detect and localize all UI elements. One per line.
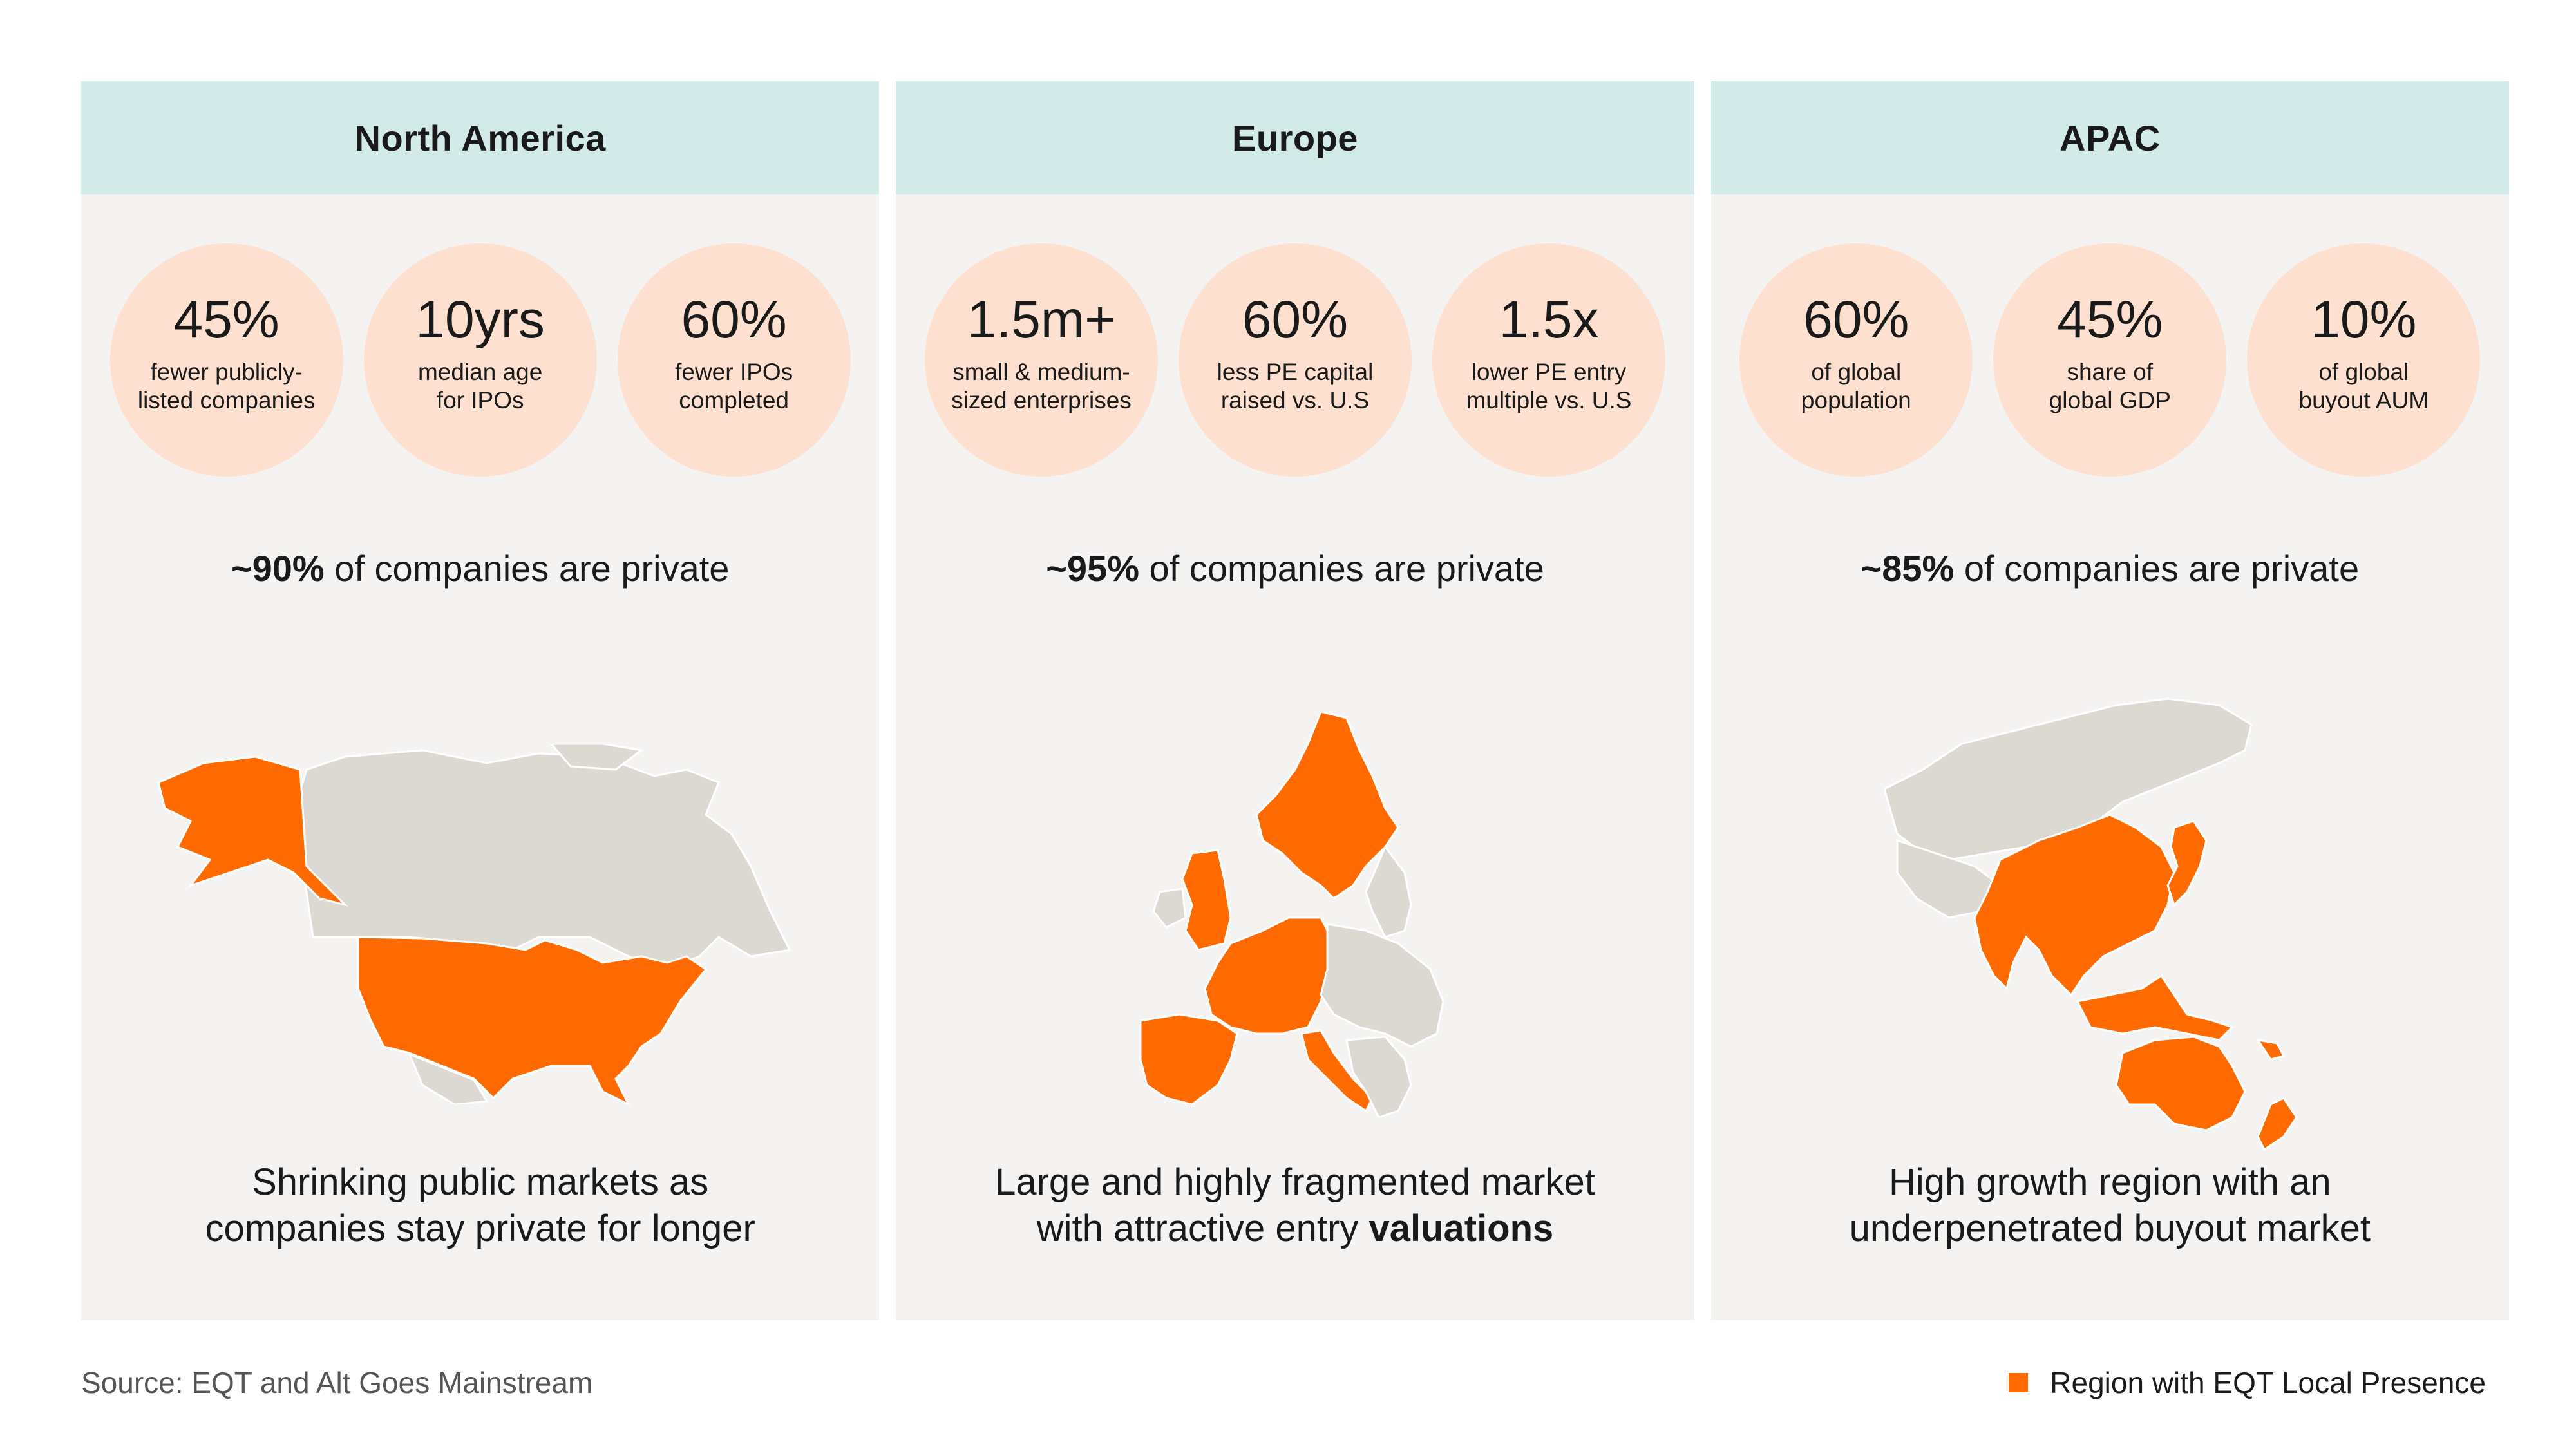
private-share-text: of companies are private xyxy=(1139,548,1544,589)
private-share-headline: ~95% of companies are private xyxy=(896,547,1694,589)
stat-label: lower PE entry multiple vs. U.S xyxy=(1466,358,1632,413)
tagline-line-2: underpenetrated buyout market xyxy=(1849,1207,2371,1249)
map-region-uk xyxy=(1181,849,1232,951)
stat-value: 1.5m+ xyxy=(967,290,1116,349)
map-region-western-europe xyxy=(1204,916,1335,1035)
stat-circle: 45% fewer publicly- listed companies xyxy=(109,243,343,477)
panel-north-america: North America 45% fewer publicly- listed… xyxy=(81,81,880,1320)
stat-circles: 1.5m+ small & medium- sized enterprises … xyxy=(896,243,1694,477)
map-container xyxy=(81,667,879,1182)
stat-label: fewer publicly- listed companies xyxy=(137,358,316,413)
apac-map xyxy=(1884,697,2298,1151)
stat-circle: 60% of global population xyxy=(1739,243,1973,477)
stat-circle: 1.5x lower PE entry multiple vs. U.S xyxy=(1432,243,1665,477)
panel-header: Europe xyxy=(896,81,1694,194)
map-region-alaska xyxy=(156,755,348,907)
map-region-russia-central-asia xyxy=(1884,697,2253,861)
stat-value: 60% xyxy=(1242,290,1349,349)
map-region-arctic-islands xyxy=(549,744,644,771)
stat-circles: 60% of global population 45% share of gl… xyxy=(1711,243,2509,477)
panel-tagline: High growth region with an underpenetrat… xyxy=(1711,1159,2509,1252)
stat-value: 10% xyxy=(2311,290,2417,349)
panel-europe: Europe 1.5m+ small & medium- sized enter… xyxy=(896,81,1694,1320)
map-region-maritime-southeast-asia xyxy=(2076,974,2235,1041)
stat-label: fewer IPOs completed xyxy=(675,358,793,413)
panel-tagline: Large and highly fragmented market with … xyxy=(896,1159,1694,1252)
region-panels: North America 45% fewer publicly- listed… xyxy=(81,81,2509,1320)
map-region-baltics-east xyxy=(1365,845,1412,938)
map-region-iberia xyxy=(1139,1013,1238,1106)
map-container xyxy=(896,667,1694,1182)
map-region-italy xyxy=(1300,1029,1374,1113)
stat-value: 60% xyxy=(1803,290,1909,349)
map-region-china-india xyxy=(1973,813,2175,997)
stat-label: of global buyout AUM xyxy=(2298,358,2429,413)
stat-label: share of global GDP xyxy=(2049,358,2171,413)
legend-swatch xyxy=(2009,1373,2029,1392)
legend-label: Region with EQT Local Presence xyxy=(2050,1366,2486,1399)
panel-tagline: Shrinking public markets as companies st… xyxy=(81,1159,879,1252)
stat-value: 60% xyxy=(681,290,787,349)
stat-value: 45% xyxy=(2057,290,2163,349)
map-region-usa xyxy=(357,936,707,1104)
stat-value: 10yrs xyxy=(415,290,545,349)
tagline-line-1: Shrinking public markets as xyxy=(252,1161,709,1203)
panel-title: Europe xyxy=(1232,117,1358,158)
stat-circle: 60% fewer IPOs completed xyxy=(617,243,851,477)
tagline-line-2: companies stay private for longer xyxy=(205,1207,755,1249)
tagline-line-1: Large and highly fragmented market xyxy=(995,1161,1595,1203)
tagline-line-1: High growth region with an xyxy=(1888,1161,2331,1203)
stat-circle: 10yrs median age for IPOs xyxy=(363,243,597,477)
map-region-eastern-europe xyxy=(1320,923,1444,1048)
panel-apac: APAC 60% of global population 45% share … xyxy=(1710,81,2509,1320)
stat-label: median age for IPOs xyxy=(417,358,543,413)
map-region-new-zealand xyxy=(2257,1097,2298,1151)
private-share-value: ~95% xyxy=(1046,548,1139,589)
private-share-headline: ~85% of companies are private xyxy=(1711,547,2509,589)
north-america-map xyxy=(156,744,791,1104)
stat-circle: 1.5m+ small & medium- sized enterprises xyxy=(924,243,1158,477)
map-region-mexico xyxy=(407,1052,489,1104)
map-region-pacific-islands xyxy=(2256,1038,2286,1061)
map-legend: Region with EQT Local Presence xyxy=(2009,1365,2486,1400)
map-region-australia xyxy=(2115,1036,2246,1132)
stat-label: less PE capital raised vs. U.S xyxy=(1217,358,1374,413)
stat-circle: 45% share of global GDP xyxy=(1993,243,2227,477)
panel-title: APAC xyxy=(2060,117,2161,158)
stat-value: 1.5x xyxy=(1499,290,1599,349)
stat-circle: 10% of global buyout AUM xyxy=(2247,243,2481,477)
map-region-ireland xyxy=(1152,887,1187,929)
tagline-line-2: with attractive entry xyxy=(1036,1207,1369,1249)
panel-title: North America xyxy=(354,117,606,158)
stat-label: of global population xyxy=(1801,358,1911,413)
map-region-scandinavia xyxy=(1255,712,1399,900)
tagline-emphasis: valuations xyxy=(1368,1207,1554,1249)
map-container xyxy=(1711,667,2509,1182)
stat-label: small & medium- sized enterprises xyxy=(951,358,1132,413)
private-share-headline: ~90% of companies are private xyxy=(81,547,879,589)
source-note: Source: EQT and Alt Goes Mainstream xyxy=(81,1366,593,1399)
stat-value: 45% xyxy=(173,290,279,349)
private-share-text: of companies are private xyxy=(1954,548,2360,589)
private-share-value: ~90% xyxy=(231,548,325,589)
stat-circles: 45% fewer publicly- listed companies 10y… xyxy=(81,243,879,477)
map-region-japan-korea xyxy=(2166,820,2208,907)
map-region-balkans xyxy=(1345,1036,1412,1119)
stat-circle: 60% less PE capital raised vs. U.S xyxy=(1178,243,1412,477)
europe-map xyxy=(1139,712,1444,1119)
private-share-value: ~85% xyxy=(1861,548,1955,589)
panel-header: APAC xyxy=(1710,81,2509,194)
panel-header: North America xyxy=(81,81,880,194)
private-share-text: of companies are private xyxy=(324,548,730,589)
